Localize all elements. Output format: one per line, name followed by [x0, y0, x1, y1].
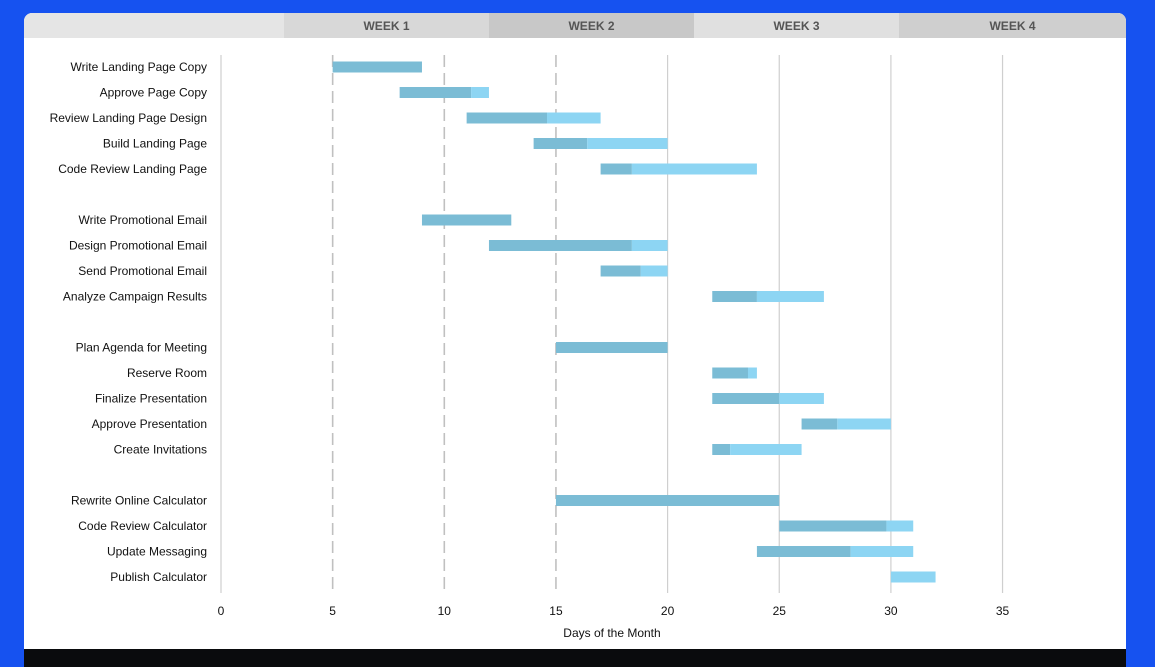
task-bar-remaining: [471, 87, 489, 98]
task-bar-progress: [600, 163, 632, 175]
task-bar-progress: [712, 367, 748, 379]
task-bar-remaining: [631, 163, 757, 175]
task-bar-progress: [421, 214, 512, 226]
task-label: Plan Agenda for Meeting: [76, 341, 207, 355]
task-label: Create Invitations: [114, 443, 207, 457]
task-label: Write Promotional Email: [79, 213, 207, 227]
task-bar-progress: [712, 291, 757, 302]
task-bar-progress: [779, 520, 887, 532]
x-tick-label-15: 15: [549, 604, 563, 618]
task-bar-progress: [712, 393, 780, 404]
week-1-label: WEEK 1: [284, 13, 489, 38]
week-4-label: WEEK 4: [899, 13, 1126, 38]
task-bars: [332, 61, 936, 583]
task-bar-remaining: [837, 418, 891, 430]
x-axis-ticks: 0 5 10 15 20 25 30 35: [218, 604, 1010, 618]
task-label: Send Promotional Email: [78, 264, 207, 278]
task-bar-remaining: [631, 240, 668, 251]
task-bar-remaining: [890, 571, 936, 583]
task-bar-remaining: [640, 265, 668, 277]
x-tick-label-20: 20: [661, 604, 675, 618]
task-label: Design Promotional Email: [69, 239, 207, 253]
task-bar-progress: [600, 265, 641, 277]
x-tick-label-10: 10: [438, 604, 452, 618]
task-bar-progress: [399, 87, 472, 98]
task-bar-remaining: [850, 546, 914, 557]
task-bar-progress: [712, 444, 731, 455]
task-bar-remaining: [730, 444, 802, 455]
task-label: Analyze Campaign Results: [63, 290, 207, 304]
week-2-label: WEEK 2: [489, 13, 694, 38]
task-label: Update Messaging: [107, 545, 207, 559]
task-label: Code Review Landing Page: [58, 162, 207, 176]
task-label: Rewrite Online Calculator: [71, 494, 207, 508]
task-bar-progress: [332, 61, 422, 73]
task-label: Approve Presentation: [92, 417, 207, 431]
gridlines: [220, 55, 1004, 593]
task-bar-remaining: [779, 393, 824, 404]
x-tick-label-30: 30: [884, 604, 898, 618]
task-bar-progress: [801, 418, 838, 430]
task-labels: Write Landing Page Copy Approve Page Copy…: [50, 60, 208, 584]
task-bar-remaining: [886, 520, 914, 532]
task-bar-progress: [756, 546, 851, 557]
x-tick-label-35: 35: [996, 604, 1010, 618]
x-tick-label-25: 25: [773, 604, 787, 618]
task-bar-progress: [555, 342, 668, 353]
task-bar-progress: [533, 138, 588, 149]
task-label: Publish Calculator: [110, 570, 207, 584]
x-tick-label-0: 0: [218, 604, 225, 618]
task-label: Review Landing Page Design: [50, 111, 207, 125]
x-tick-label-5: 5: [329, 604, 336, 618]
task-bar-remaining: [747, 367, 757, 379]
task-bar-progress: [488, 240, 632, 251]
gantt-card: WEEK 1 WEEK 2 WEEK 3 WEEK 4 Write Landin…: [24, 13, 1126, 649]
gantt-chart: Write Landing Page Copy Approve Page Copy…: [50, 55, 1010, 640]
task-label: Write Landing Page Copy: [70, 60, 207, 74]
task-label: Reserve Room: [127, 366, 207, 380]
x-axis-label: Days of the Month: [563, 626, 660, 640]
task-label: Build Landing Page: [103, 137, 207, 151]
task-bar-progress: [466, 112, 548, 124]
task-label: Finalize Presentation: [95, 392, 207, 406]
task-label: Code Review Calculator: [78, 519, 207, 533]
week-3-label: WEEK 3: [694, 13, 899, 38]
task-bar-progress: [555, 495, 780, 506]
footer-bar: [24, 649, 1126, 667]
task-label: Approve Page Copy: [100, 86, 207, 100]
task-bar-remaining: [756, 291, 824, 302]
task-bar-remaining: [547, 112, 601, 124]
task-bar-remaining: [587, 138, 668, 149]
week-header: WEEK 1 WEEK 2 WEEK 3 WEEK 4: [24, 13, 1126, 38]
